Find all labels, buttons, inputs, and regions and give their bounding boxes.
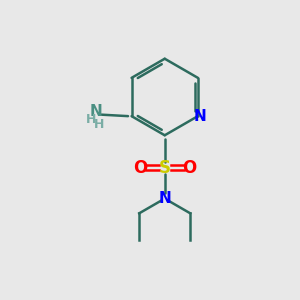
Text: N: N	[90, 103, 103, 118]
Text: H: H	[94, 118, 104, 130]
Text: N: N	[194, 109, 207, 124]
Text: H: H	[86, 113, 96, 127]
Text: N: N	[158, 191, 171, 206]
Text: O: O	[134, 159, 148, 177]
Text: O: O	[182, 159, 196, 177]
Text: S: S	[159, 159, 171, 177]
